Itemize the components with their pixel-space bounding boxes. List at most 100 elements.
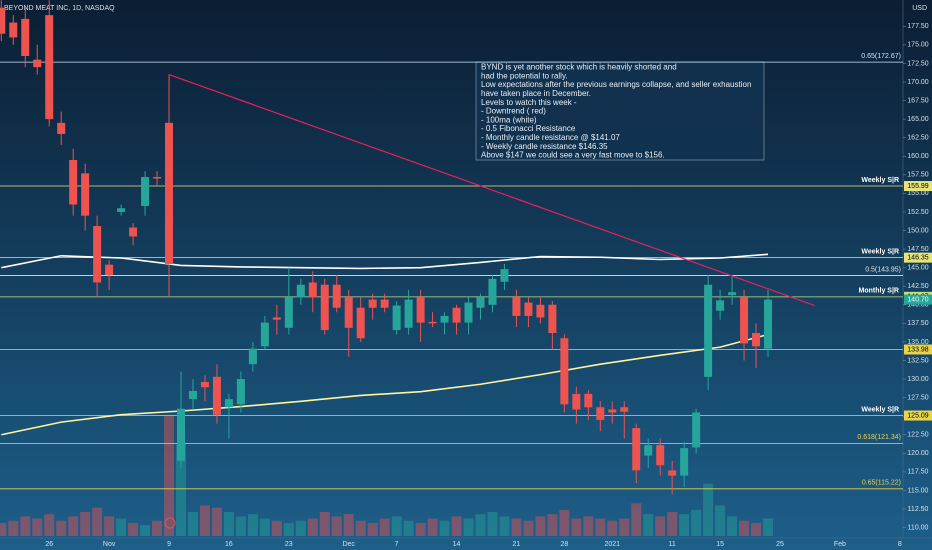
y-tick-label: 155.00 bbox=[907, 190, 929, 197]
volume-bar bbox=[331, 516, 342, 536]
candle-body bbox=[716, 300, 725, 311]
y-tick-label: 145.00 bbox=[907, 265, 929, 272]
candle-body bbox=[105, 264, 114, 276]
price-tag-label: 133.98 bbox=[907, 346, 929, 353]
candle-body bbox=[488, 278, 497, 305]
candle-body bbox=[740, 297, 749, 344]
candle-body bbox=[404, 299, 413, 328]
x-tick-label: 15 bbox=[716, 541, 724, 548]
candle-body bbox=[0, 7, 6, 34]
volume-bar bbox=[607, 520, 618, 536]
volume-bar bbox=[379, 518, 390, 536]
volume-bar bbox=[68, 516, 79, 536]
y-tick-label: 167.50 bbox=[907, 97, 929, 104]
candle-body bbox=[165, 122, 174, 264]
level-label: 0.65(115.22) bbox=[862, 480, 901, 487]
candle-body bbox=[416, 297, 425, 323]
y-tick-label: 110.00 bbox=[908, 524, 929, 531]
volume-bar bbox=[751, 522, 762, 536]
candle-body bbox=[200, 382, 209, 388]
volume-bar bbox=[763, 518, 774, 536]
y-tick-label: 175.00 bbox=[907, 42, 929, 49]
annotation-line: - Downtrend ( red) bbox=[481, 107, 546, 116]
y-tick-label: 152.50 bbox=[907, 209, 929, 216]
candle-body bbox=[296, 284, 305, 298]
annotation-box bbox=[475, 61, 765, 161]
price-tag-label: 125.09 bbox=[907, 412, 929, 419]
volume-bar bbox=[463, 518, 474, 536]
candle-body bbox=[440, 315, 449, 323]
volume-bar bbox=[415, 522, 426, 536]
candle-body bbox=[392, 305, 401, 331]
candle-body bbox=[93, 226, 102, 283]
candle-body bbox=[320, 284, 329, 331]
candle-body bbox=[9, 22, 18, 38]
volume-bar bbox=[643, 514, 654, 536]
volume-bar bbox=[176, 443, 186, 536]
volume-bar bbox=[595, 518, 606, 536]
volume-bar bbox=[0, 522, 7, 536]
x-tick-label: 26 bbox=[45, 541, 53, 548]
candle-body bbox=[620, 407, 629, 412]
volume-bar bbox=[655, 516, 666, 536]
volume-bar bbox=[367, 522, 378, 536]
candle-body bbox=[141, 177, 150, 207]
volume-bar bbox=[140, 525, 151, 536]
x-tick-label: 9 bbox=[167, 541, 171, 548]
level-name: Weekly S|R bbox=[861, 406, 899, 413]
candle-body bbox=[272, 317, 281, 320]
candle-body bbox=[536, 304, 545, 318]
volume-bar bbox=[128, 522, 139, 536]
candle-body bbox=[428, 321, 437, 324]
volume-bar bbox=[715, 505, 726, 536]
volume-bar bbox=[20, 516, 31, 536]
price-tag-label: 146.35 bbox=[907, 254, 929, 261]
y-tick-label: 115.00 bbox=[908, 487, 929, 494]
volume-bar bbox=[80, 512, 91, 536]
y-tick-label: 120.00 bbox=[907, 450, 929, 457]
annotation-line: BYND is yet another stock which is heavi… bbox=[481, 63, 677, 72]
volume-bar bbox=[259, 518, 270, 536]
candle-body bbox=[248, 348, 257, 365]
candle-body bbox=[177, 408, 185, 461]
candle-body bbox=[236, 379, 245, 405]
volume-bar bbox=[619, 518, 630, 536]
candle-body bbox=[153, 177, 162, 179]
volume-bar bbox=[631, 503, 642, 536]
volume-bar bbox=[691, 509, 702, 536]
candle-body bbox=[69, 159, 78, 205]
candle-body bbox=[692, 412, 701, 448]
volume-bar bbox=[355, 520, 366, 536]
x-tick-label: Nov bbox=[103, 541, 116, 548]
volume-bar bbox=[187, 512, 198, 536]
candle-body bbox=[632, 428, 641, 471]
y-tick-label: 157.50 bbox=[907, 172, 929, 179]
annotation-line: - 0.5 Fibonacci Resistance bbox=[481, 124, 576, 133]
annotation-line: - 100ma (white) bbox=[481, 115, 537, 124]
candle-body bbox=[81, 173, 90, 216]
moving-average bbox=[1, 333, 769, 436]
x-tick-label: 8 bbox=[898, 541, 902, 548]
candle-body bbox=[476, 297, 485, 308]
x-tick-label: 7 bbox=[395, 541, 399, 548]
volume-bar bbox=[535, 516, 546, 536]
volume-bar bbox=[571, 518, 582, 536]
annotation-line: have taken place in December. bbox=[481, 89, 591, 98]
x-tick-label: 2021 bbox=[604, 541, 620, 548]
y-tick-label: 165.00 bbox=[907, 116, 929, 123]
volume-bar bbox=[295, 520, 306, 536]
candle-body bbox=[33, 59, 42, 68]
candle-body bbox=[260, 322, 269, 347]
volume-bar bbox=[667, 512, 678, 536]
candle-body bbox=[644, 445, 653, 456]
trendline bbox=[168, 73, 815, 307]
volume-bar bbox=[439, 520, 450, 536]
chart-title: BEYOND MEAT INC, 1D, NASDAQ bbox=[4, 5, 115, 12]
volume-bar bbox=[164, 416, 175, 536]
y-tick-label: 160.00 bbox=[907, 153, 929, 160]
candle-body bbox=[752, 333, 761, 347]
annotation-line: Low expectations after the previous earn… bbox=[481, 80, 751, 89]
y-tick-label: 132.50 bbox=[907, 357, 929, 364]
volume-bar bbox=[559, 509, 570, 536]
price-tag bbox=[904, 344, 932, 355]
